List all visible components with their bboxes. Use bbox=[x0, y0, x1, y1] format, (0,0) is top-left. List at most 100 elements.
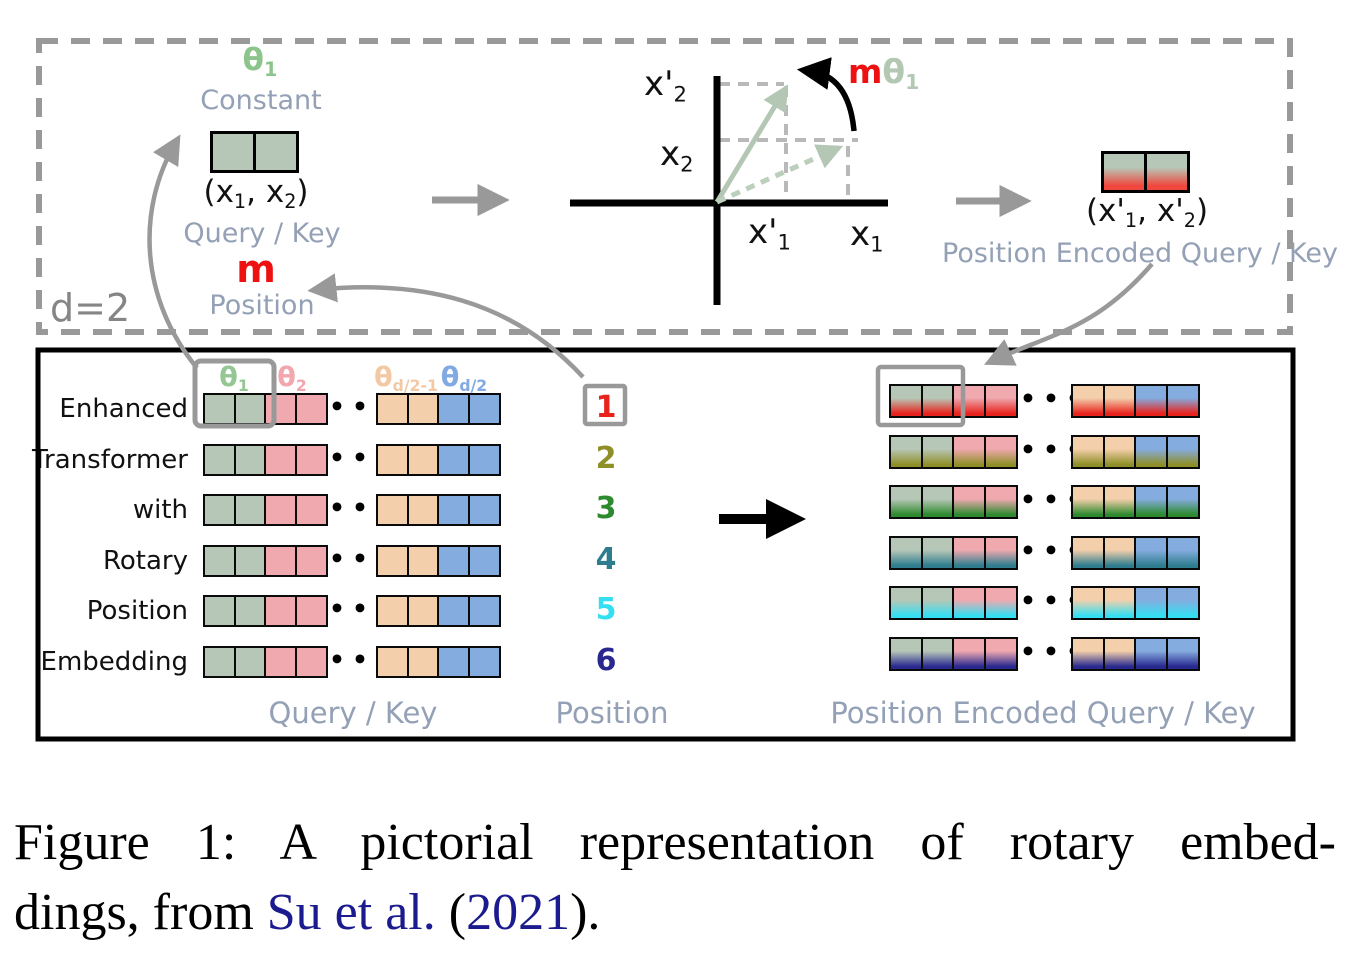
embedding-block bbox=[203, 393, 328, 425]
embedding-cell bbox=[264, 646, 297, 678]
token-rows: Enhanced ••• 1 ••• Transformer ••• 2 ••• with •••… bbox=[31, 384, 1200, 678]
embedding-cell bbox=[467, 444, 501, 476]
figure-caption: Figure 1: A pictorial representation of … bbox=[14, 808, 1336, 948]
embedding-cell bbox=[467, 494, 501, 526]
embedding-cell bbox=[467, 545, 501, 577]
embedding-block bbox=[376, 545, 501, 577]
encoded-cell bbox=[920, 485, 955, 519]
encoded-cell bbox=[983, 536, 1018, 570]
token-label: Enhanced bbox=[59, 394, 188, 424]
embedding-cell bbox=[264, 393, 297, 425]
embedding-cell bbox=[376, 393, 409, 425]
encoded-block bbox=[1071, 637, 1200, 671]
encoded-block bbox=[1071, 384, 1200, 418]
caption-text: ). bbox=[570, 884, 601, 941]
encoded-cell bbox=[983, 384, 1018, 418]
embedding-cell bbox=[264, 595, 297, 627]
embedding-block bbox=[376, 494, 501, 526]
token-label: with bbox=[132, 495, 188, 525]
embedding-cell bbox=[437, 444, 470, 476]
encoded-block bbox=[889, 536, 1018, 570]
embedding-cell bbox=[437, 393, 470, 425]
encoded-cell bbox=[889, 637, 923, 671]
embedding-block bbox=[203, 494, 328, 526]
token-label: Rotary bbox=[102, 546, 188, 576]
position-number: 6 bbox=[595, 643, 617, 678]
column-label-query-key: Query / Key bbox=[268, 696, 438, 730]
column-label-encoded: Position Encoded Query / Key bbox=[830, 696, 1256, 730]
embedding-cell bbox=[437, 494, 470, 526]
encoded-cell bbox=[1102, 485, 1137, 519]
rotary-embedding-figure: θ1 Constant (x1, x2) Query / Key m Posit… bbox=[31, 38, 1338, 742]
encoded-block bbox=[889, 586, 1018, 620]
embedding-cell bbox=[467, 595, 501, 627]
embedding-cell bbox=[376, 444, 409, 476]
embedding-cell bbox=[376, 494, 409, 526]
caption-line1: Figure 1: A pictorial representation of … bbox=[14, 814, 1336, 871]
encoded-cell bbox=[1134, 637, 1168, 671]
encoded-cell bbox=[920, 586, 955, 620]
embedding-cell bbox=[467, 646, 501, 678]
encoded-cell bbox=[889, 384, 923, 418]
encoded-block bbox=[889, 435, 1018, 469]
embedding-cell bbox=[294, 545, 328, 577]
encoded-cell bbox=[889, 485, 923, 519]
embedding-cell bbox=[294, 393, 328, 425]
encoded-cell bbox=[920, 637, 955, 671]
embedding-block bbox=[376, 646, 501, 678]
encoded-cell bbox=[952, 637, 986, 671]
encoded-cell bbox=[983, 485, 1018, 519]
position-number: 5 bbox=[595, 592, 617, 627]
encoded-cell bbox=[1134, 485, 1168, 519]
embedding-cell bbox=[294, 494, 328, 526]
embedding-cell bbox=[233, 595, 267, 627]
encoded-cell bbox=[1165, 485, 1200, 519]
encoded-cell bbox=[1071, 384, 1105, 418]
embedding-cell bbox=[376, 545, 409, 577]
embedding-block bbox=[203, 444, 328, 476]
encoded-cell bbox=[1102, 384, 1137, 418]
encoded-block bbox=[1071, 485, 1200, 519]
embedding-cell bbox=[406, 444, 440, 476]
embedding-cell bbox=[406, 595, 440, 627]
embedding-cell bbox=[294, 595, 328, 627]
encoded-cell bbox=[1165, 384, 1200, 418]
encoded-cell bbox=[1134, 435, 1168, 469]
encoded-cell bbox=[1165, 536, 1200, 570]
encoded-cell bbox=[952, 384, 986, 418]
citation-year-link[interactable]: 2021 bbox=[466, 884, 571, 941]
encoded-cell bbox=[920, 536, 955, 570]
column-label-position: Position bbox=[555, 696, 669, 730]
encoded-cell bbox=[952, 536, 986, 570]
encoded-cell bbox=[1165, 435, 1200, 469]
embedding-block bbox=[203, 595, 328, 627]
encoded-block bbox=[1071, 536, 1200, 570]
embedding-cell bbox=[233, 494, 267, 526]
encoded-cell bbox=[1165, 586, 1200, 620]
embedding-cell bbox=[294, 646, 328, 678]
embedding-cell bbox=[406, 393, 440, 425]
position-number: 4 bbox=[595, 542, 617, 577]
embedding-cell bbox=[376, 595, 409, 627]
embedding-cell bbox=[437, 646, 470, 678]
token-label: Transformer bbox=[31, 445, 188, 475]
embedding-block bbox=[376, 444, 501, 476]
encoded-cell bbox=[1134, 384, 1168, 418]
encoded-cell bbox=[952, 586, 986, 620]
embedding-cell bbox=[233, 646, 267, 678]
embedding-cell bbox=[264, 494, 297, 526]
embedding-cell bbox=[294, 444, 328, 476]
encoded-block bbox=[889, 485, 1018, 519]
encoded-cell bbox=[1071, 485, 1105, 519]
caption-line2: dings, from Su et al. (2021). bbox=[14, 878, 1336, 948]
citation-link[interactable]: Su et al. bbox=[266, 884, 436, 941]
caption-text: dings, from bbox=[14, 884, 267, 941]
embedding-cell bbox=[203, 494, 236, 526]
encoded-cell bbox=[1071, 586, 1105, 620]
encoded-cell bbox=[983, 637, 1018, 671]
encoded-cell bbox=[1134, 536, 1168, 570]
embedding-cell bbox=[233, 545, 267, 577]
encoded-cell bbox=[1071, 536, 1105, 570]
encoded-cell bbox=[1134, 586, 1168, 620]
